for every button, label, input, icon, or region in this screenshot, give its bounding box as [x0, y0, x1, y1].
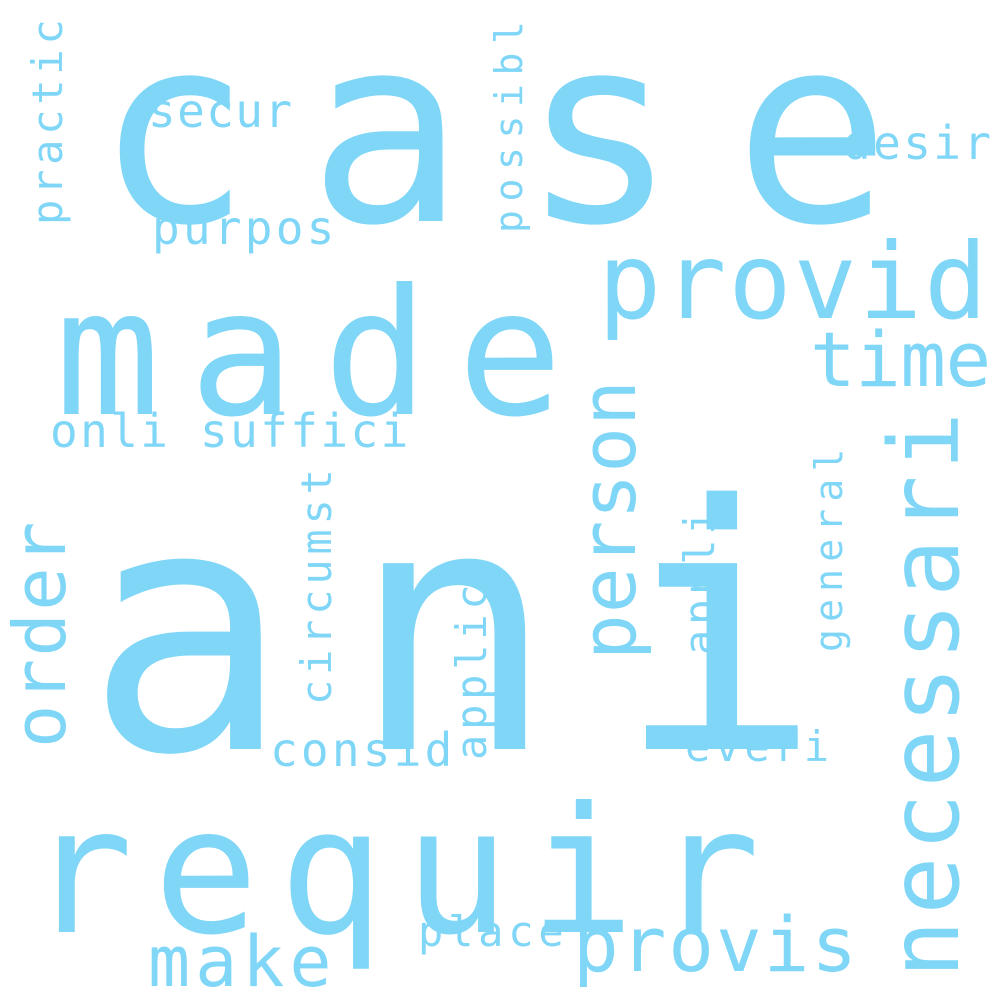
word-purpos: purpos — [152, 201, 338, 256]
word-consid: consid — [270, 723, 456, 778]
word-person: person — [564, 379, 654, 660]
word-provis: provis — [573, 900, 859, 990]
word-appli: appli — [674, 504, 724, 655]
word-time: time — [810, 315, 991, 405]
word-place: place — [418, 907, 569, 957]
word-necessari: necessari — [868, 406, 981, 978]
word-order: order — [0, 519, 83, 748]
word-practic: practic — [22, 14, 72, 225]
word-requir: requir — [28, 771, 781, 974]
word-suffici: suffici — [200, 404, 411, 459]
word-general: general — [806, 441, 851, 652]
word-circumst: circumst — [291, 464, 341, 705]
word-ani: ani — [85, 433, 883, 830]
word-made: made — [55, 253, 592, 456]
word-provid: provid — [598, 221, 990, 344]
word-applic: applic — [446, 579, 496, 760]
word-desir: desir — [843, 116, 994, 171]
word-secur: secur — [148, 84, 294, 139]
word-everi: everi — [685, 722, 834, 772]
word-case: case — [95, 0, 948, 284]
word-make: make — [148, 920, 337, 1000]
word-onli: onli — [50, 404, 171, 459]
word-possibl: possibl — [486, 12, 531, 233]
